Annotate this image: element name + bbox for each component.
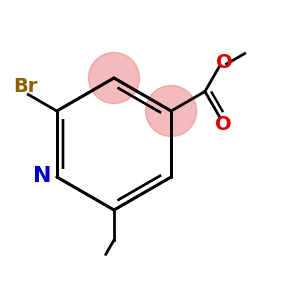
Text: Br: Br [13,77,38,97]
Circle shape [146,85,197,136]
Text: N: N [33,166,52,185]
Text: O: O [214,116,231,134]
Text: O: O [216,53,233,72]
Circle shape [88,52,140,104]
